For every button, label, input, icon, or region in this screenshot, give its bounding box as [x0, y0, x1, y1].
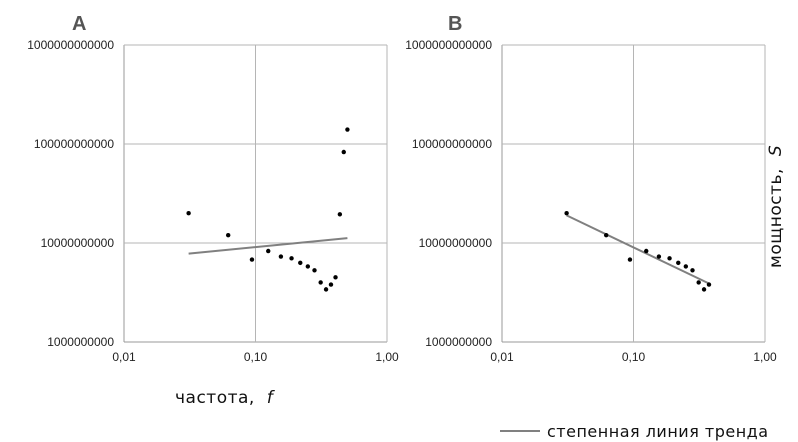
data-point-b — [696, 280, 701, 285]
data-point-a — [298, 260, 303, 266]
x-tick-label-a: 0,01 — [112, 350, 136, 364]
x-tick-label-a: 1,00 — [375, 350, 399, 364]
y-tick-label-a: 1000000000 — [47, 335, 114, 349]
legend-label: степенная линия тренда — [547, 422, 769, 441]
data-point-b — [656, 254, 662, 259]
data-point-b — [564, 210, 569, 216]
panel-label-b: B — [448, 13, 462, 35]
trend-line-a — [188, 237, 348, 255]
data-point-a — [323, 287, 329, 292]
data-point-b — [644, 248, 649, 254]
y-tick-label-a: 1000000000000 — [27, 38, 114, 52]
data-point-b — [690, 268, 695, 273]
data-point-a — [278, 254, 284, 259]
x-tick-label-b: 0,10 — [622, 350, 646, 364]
panel-label-a: A — [72, 13, 86, 35]
data-point-b — [683, 264, 689, 269]
x-axis-title: частота, f — [175, 388, 276, 408]
panel-b: B 0,01 0,10 1,00 1000000000000 100000000000 10… — [405, 13, 777, 364]
data-point-a — [305, 264, 311, 269]
x-axis-symbol: f — [267, 388, 276, 408]
data-point-a — [312, 268, 317, 273]
y-tick-label-b: 10000000000 — [419, 236, 493, 250]
data-point-b — [603, 232, 609, 238]
data-point-b — [706, 282, 712, 287]
data-point-a — [225, 232, 231, 238]
trend-line-b — [566, 214, 710, 285]
data-point-a — [345, 127, 350, 132]
legend: степенная линия тренда — [500, 422, 769, 441]
y-tick-label-b: 1000000000000 — [405, 38, 492, 52]
y-axis-label: мощность, — [766, 168, 786, 268]
data-point-a — [186, 210, 191, 216]
data-point-a — [318, 280, 323, 285]
y-tick-label-b: 100000000000 — [412, 137, 492, 151]
data-point-b — [701, 287, 707, 292]
data-point-a — [333, 275, 338, 280]
data-point-a — [266, 248, 271, 254]
data-point-a — [337, 212, 343, 217]
y-tick-label-a: 100000000000 — [34, 137, 114, 151]
data-point-a — [328, 282, 334, 287]
y-axis-title: мощность, S — [766, 145, 786, 268]
y-axis-symbol: S — [766, 145, 786, 156]
x-axis-label: частота, — [175, 388, 255, 408]
data-point-b — [667, 256, 672, 261]
data-point-a — [249, 257, 255, 262]
panel-a: A 0,01 0,10 1,00 1000000000000 100000000000 10… — [27, 13, 399, 364]
x-tick-label-b: 1,00 — [753, 350, 777, 364]
data-point-b — [627, 257, 633, 262]
x-tick-label-b: 0,01 — [490, 350, 514, 364]
y-tick-label-b: 1000000000 — [425, 335, 492, 349]
data-point-a — [289, 256, 294, 261]
data-point-b — [676, 260, 681, 266]
data-point-a — [341, 149, 346, 155]
y-tick-label-a: 10000000000 — [41, 236, 115, 250]
x-tick-label-a: 0,10 — [244, 350, 268, 364]
